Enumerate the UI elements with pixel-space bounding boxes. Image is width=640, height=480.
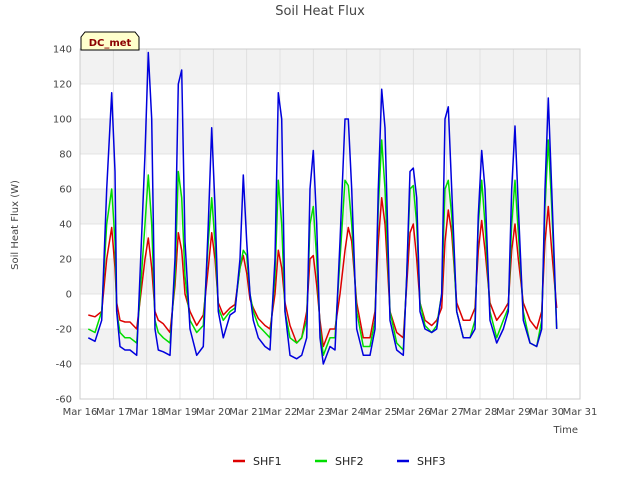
y-tick-label: 40 bbox=[59, 220, 72, 231]
y-axis-label: Soil Heat Flux (W) bbox=[10, 180, 21, 270]
x-tick-label: Mar 24 bbox=[329, 407, 364, 418]
chart-title: Soil Heat Flux bbox=[275, 4, 365, 19]
plot-band bbox=[80, 119, 580, 154]
site-badge-label: DC_met bbox=[89, 38, 132, 49]
plot-band bbox=[80, 49, 580, 84]
y-tick-label: 60 bbox=[59, 185, 72, 196]
x-tick-label: Mar 26 bbox=[396, 407, 431, 418]
x-tick-label: Mar 17 bbox=[96, 407, 131, 418]
y-axis-ticks: -60 -40 -20 0 20 40 60 80 100 120 140 bbox=[53, 45, 72, 406]
plot-band bbox=[80, 259, 580, 294]
legend-label-shf1: SHF1 bbox=[253, 455, 282, 468]
y-tick-label: -20 bbox=[56, 325, 72, 336]
y-tick-label: 0 bbox=[66, 290, 72, 301]
x-tick-label: Mar 23 bbox=[296, 407, 331, 418]
x-tick-label: Mar 28 bbox=[463, 407, 498, 418]
y-tick-label: 120 bbox=[53, 80, 72, 91]
series-layer bbox=[87, 51, 558, 365]
legend: SHF1 SHF2 SHF3 bbox=[233, 455, 446, 468]
legend-label-shf3: SHF3 bbox=[417, 455, 446, 468]
y-tick-label: 80 bbox=[59, 150, 72, 161]
legend-label-shf2: SHF2 bbox=[335, 455, 364, 468]
site-badge-shape bbox=[80, 31, 140, 51]
x-tick-label: Mar 21 bbox=[229, 407, 264, 418]
x-tick-label: Mar 19 bbox=[163, 407, 198, 418]
y-tick-label: 100 bbox=[53, 115, 72, 126]
x-tick-label: Mar 31 bbox=[563, 407, 598, 418]
x-tick-label: Mar 25 bbox=[363, 407, 398, 418]
x-tick-label: Mar 20 bbox=[196, 407, 231, 418]
y-tick-label: -40 bbox=[56, 360, 72, 371]
x-tick-label: Mar 27 bbox=[429, 407, 464, 418]
x-tick-label: Mar 16 bbox=[63, 407, 98, 418]
series-line-shf3 bbox=[87, 51, 558, 365]
x-tick-label: Mar 30 bbox=[529, 407, 564, 418]
y-tick-label: 20 bbox=[59, 255, 72, 266]
y-tick-label: -60 bbox=[56, 395, 72, 406]
x-tick-label: Mar 18 bbox=[129, 407, 164, 418]
x-axis-label: Time bbox=[553, 425, 578, 436]
plot-band bbox=[80, 189, 580, 224]
y-tick-label: 140 bbox=[53, 45, 72, 56]
x-tick-label: Mar 29 bbox=[496, 407, 531, 418]
plot-frame bbox=[79, 48, 581, 400]
x-tick-label: Mar 22 bbox=[263, 407, 298, 418]
site-badge: DC_met bbox=[80, 31, 140, 51]
